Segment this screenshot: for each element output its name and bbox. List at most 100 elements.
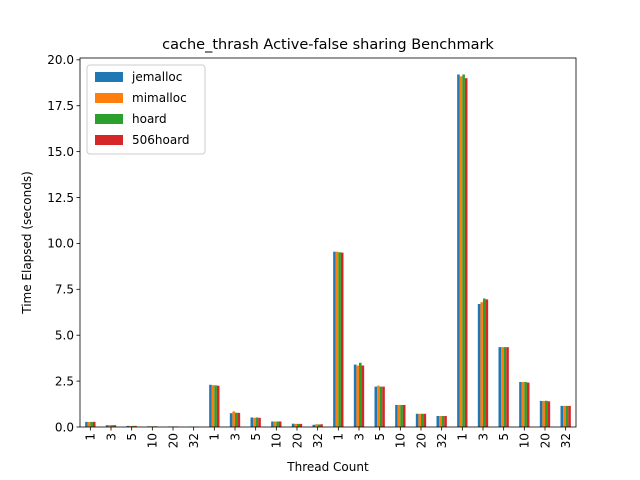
bar-hoard-9 (276, 421, 279, 427)
bar-506hoard-9 (278, 421, 282, 427)
x-tick-label: 10 (394, 433, 408, 448)
bar-mimalloc-1 (108, 425, 111, 427)
bar-506hoard-13 (361, 365, 365, 427)
bar-mimalloc-17 (439, 415, 442, 427)
bar-506hoard-2 (134, 425, 137, 427)
bar-jemalloc-7 (229, 413, 233, 427)
bar-mimalloc-7 (232, 411, 235, 427)
bar-mimalloc-23 (563, 405, 566, 427)
bar-mimalloc-18 (459, 76, 463, 428)
bar-jemalloc-1 (105, 425, 109, 427)
legend-box (86, 64, 206, 155)
legend-label-mimalloc: mimalloc (132, 91, 187, 105)
x-tick-label: 20 (538, 433, 552, 448)
legend-label-506hoard: 506hoard (132, 133, 190, 147)
bar-jemalloc-15 (395, 404, 398, 427)
bar-506hoard-21 (526, 382, 530, 427)
y-tick-label: 20.0 (47, 53, 74, 67)
bar-jemalloc-16 (415, 413, 419, 427)
x-tick-label: 3 (228, 433, 242, 441)
x-tick-label: 20 (290, 433, 304, 448)
bar-506hoard-18 (464, 78, 468, 427)
bar-mimalloc-14 (377, 385, 380, 427)
bar-mimalloc-15 (397, 404, 401, 427)
bar-506hoard-16 (423, 413, 427, 427)
bar-jemalloc-6 (209, 384, 212, 427)
x-tick-label: 5 (125, 433, 139, 441)
x-tick-label: 10 (518, 433, 532, 448)
x-axis-title: Thread Count (286, 460, 369, 474)
bar-506hoard-20 (506, 347, 509, 427)
x-tick-label: 1 (208, 433, 222, 441)
bar-506hoard-22 (547, 401, 551, 427)
plot-frame (79, 57, 577, 428)
bars-group (85, 74, 571, 428)
bar-hoard-18 (462, 74, 465, 428)
bar-hoard-11 (317, 424, 321, 427)
x-tick-label: 32 (311, 433, 325, 448)
x-tick-label: 20 (414, 433, 428, 448)
bar-506hoard-7 (237, 412, 241, 427)
bar-jemalloc-11 (312, 424, 316, 427)
bar-mimalloc-16 (418, 413, 421, 427)
bar-jemalloc-18 (457, 74, 460, 428)
x-tick-label: 10 (270, 433, 284, 448)
bar-hoard-20 (503, 347, 507, 427)
bar-mimalloc-21 (521, 382, 525, 427)
bar-jemalloc-21 (519, 382, 522, 427)
x-tick-label: 5 (373, 433, 387, 441)
bar-hoard-1 (111, 425, 114, 427)
bar-mimalloc-6 (211, 385, 215, 427)
bar-jemalloc-22 (539, 400, 543, 427)
bar-mimalloc-0 (87, 422, 91, 427)
bar-hoard-0 (90, 421, 93, 427)
bar-jemalloc-10 (291, 423, 295, 427)
y-tick-label: 2.5 (55, 374, 74, 388)
bar-506hoard-23 (568, 405, 571, 427)
y-tick-label: 7.5 (55, 283, 74, 297)
bar-jemalloc-19 (477, 304, 481, 427)
y-axis: 0.0 2.5 5.0 7.5 10.0 12.5 15.0 17.5 20.0 (47, 53, 80, 434)
y-tick-label: 17.5 (47, 99, 74, 113)
bar-jemalloc-13 (353, 364, 357, 427)
x-tick-label: 3 (104, 433, 118, 441)
bar-mimalloc-19 (480, 302, 483, 427)
bar-hoard-15 (400, 404, 403, 427)
x-tick-label: 5 (249, 433, 263, 441)
y-tick-label: 12.5 (47, 191, 74, 205)
bar-mimalloc-8 (253, 417, 256, 427)
bar-mimalloc-9 (273, 421, 277, 427)
bar-hoard-2 (131, 425, 135, 427)
y-tick-label: 10.0 (47, 237, 74, 251)
bar-jemalloc-2 (126, 425, 130, 427)
bar-mimalloc-12 (335, 251, 339, 427)
bar-506hoard-0 (92, 421, 96, 427)
bar-hoard-10 (297, 423, 300, 427)
bar-jemalloc-17 (436, 415, 440, 427)
legend: jemalloc mimalloc hoard 506hoard (86, 64, 206, 155)
bar-hoard-22 (545, 400, 548, 427)
bar-hoard-21 (524, 382, 527, 427)
bar-506hoard-17 (444, 415, 447, 427)
bar-jemalloc-0 (85, 421, 88, 427)
x-tick-label: 32 (435, 433, 449, 448)
bar-hoard-7 (235, 412, 238, 427)
bar-506hoard-1 (113, 425, 117, 427)
x-axis: 1 3 5 10 20 32 1 3 5 10 20 32 1 3 5 10 20 32 1 3 5 10 20 32 (84, 427, 573, 448)
y-tick-label: 5.0 (55, 329, 74, 343)
bar-hoard-12 (338, 252, 341, 427)
bar-hoard-19 (483, 298, 486, 427)
y-axis-title: Time Elapsed (seconds) (20, 171, 34, 315)
legend-swatch-jemalloc (95, 72, 123, 82)
x-tick-label: 1 (456, 433, 470, 441)
legend-swatch-mimalloc (95, 93, 123, 103)
legend-swatch-506hoard (95, 135, 123, 145)
bar-hoard-14 (379, 386, 383, 427)
bar-jemalloc-8 (250, 417, 254, 427)
bar-mimalloc-10 (294, 423, 297, 427)
bar-506hoard-19 (485, 299, 489, 427)
x-tick-label: 1 (84, 433, 98, 441)
bar-mimalloc-11 (315, 424, 318, 427)
x-tick-label: 32 (559, 433, 573, 448)
